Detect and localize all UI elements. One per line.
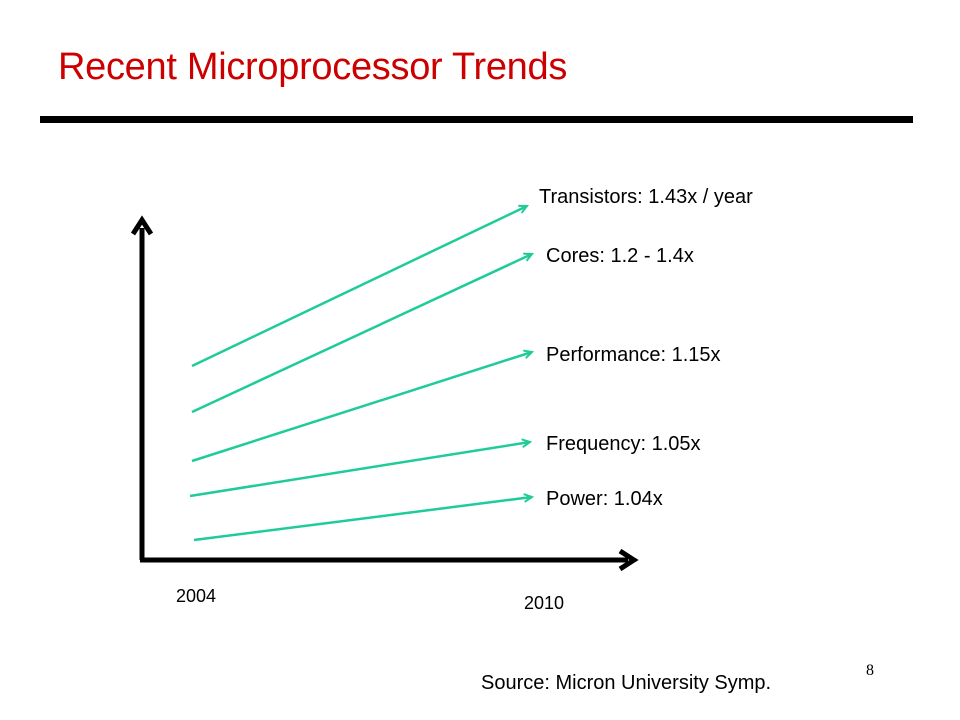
x-axis-arrowhead [618, 548, 639, 572]
y-axis-arrowhead [130, 215, 154, 236]
trend-line-power [193, 497, 532, 542]
x-axis-end-label: 2010 [524, 593, 565, 613]
trend-label-frequency: Frequency: 1.05x [546, 433, 701, 455]
page-number: 8 [866, 662, 874, 679]
x-axis-start-label: 2004 [176, 586, 217, 606]
slide-title: Recent Microprocessor Trends [58, 46, 568, 88]
title-divider [40, 116, 913, 123]
trend-label-transistors: Transistors: 1.43x / year [539, 186, 753, 208]
source-citation: Source: Micron University Symp. [481, 672, 772, 694]
trend-line-transistors [191, 206, 527, 368]
trend-label-power: Power: 1.04x [546, 488, 663, 510]
trend-label-performance: Performance: 1.15x [546, 344, 721, 366]
trend-line-frequency [189, 442, 530, 498]
trend-line-cores [191, 254, 532, 414]
trend-line-performance [191, 352, 532, 463]
trend-label-cores: Cores: 1.2 - 1.4x [546, 245, 694, 267]
